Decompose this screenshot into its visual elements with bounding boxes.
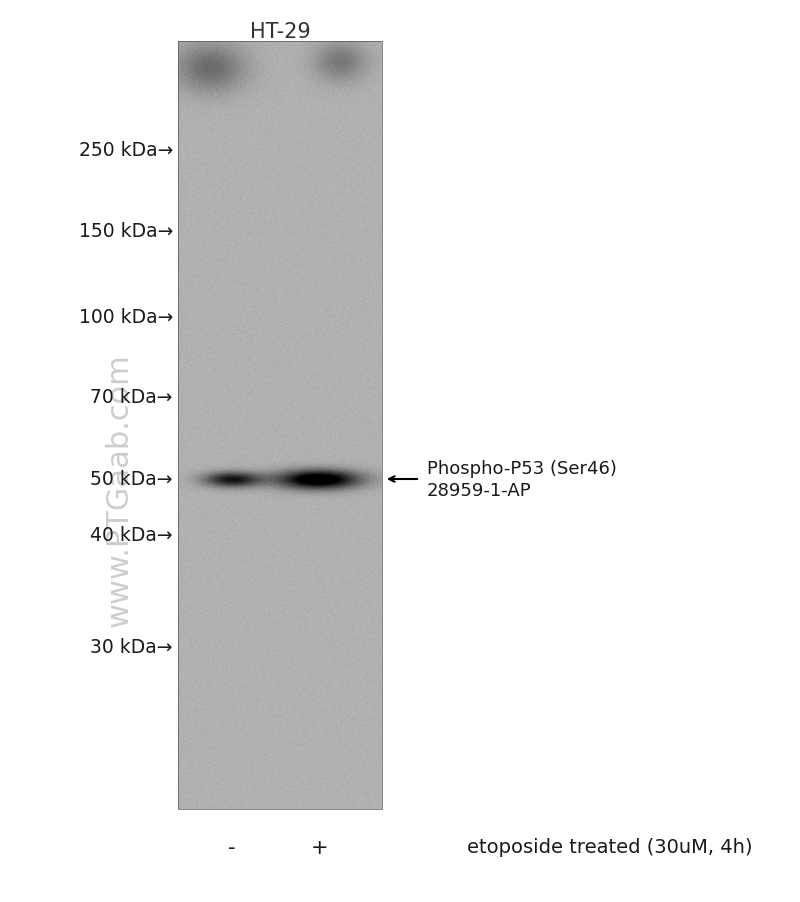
Text: 50 kDa→: 50 kDa→	[90, 470, 173, 489]
Text: 30 kDa→: 30 kDa→	[90, 638, 173, 657]
Text: 250 kDa→: 250 kDa→	[78, 141, 173, 160]
Text: 28959-1-AP: 28959-1-AP	[427, 482, 532, 500]
Text: etoposide treated (30uM, 4h): etoposide treated (30uM, 4h)	[467, 838, 753, 857]
Text: 70 kDa→: 70 kDa→	[90, 388, 173, 407]
Text: 150 kDa→: 150 kDa→	[78, 222, 173, 241]
Text: 100 kDa→: 100 kDa→	[78, 308, 173, 327]
Bar	[178, 42, 382, 809]
Text: Phospho-P53 (Ser46): Phospho-P53 (Ser46)	[427, 459, 617, 477]
Text: +: +	[311, 837, 329, 857]
Text: HT-29: HT-29	[250, 22, 310, 42]
Text: -: -	[228, 837, 236, 857]
Text: 40 kDa→: 40 kDa→	[90, 526, 173, 545]
Text: www.PTGaab.com: www.PTGaab.com	[105, 353, 134, 626]
